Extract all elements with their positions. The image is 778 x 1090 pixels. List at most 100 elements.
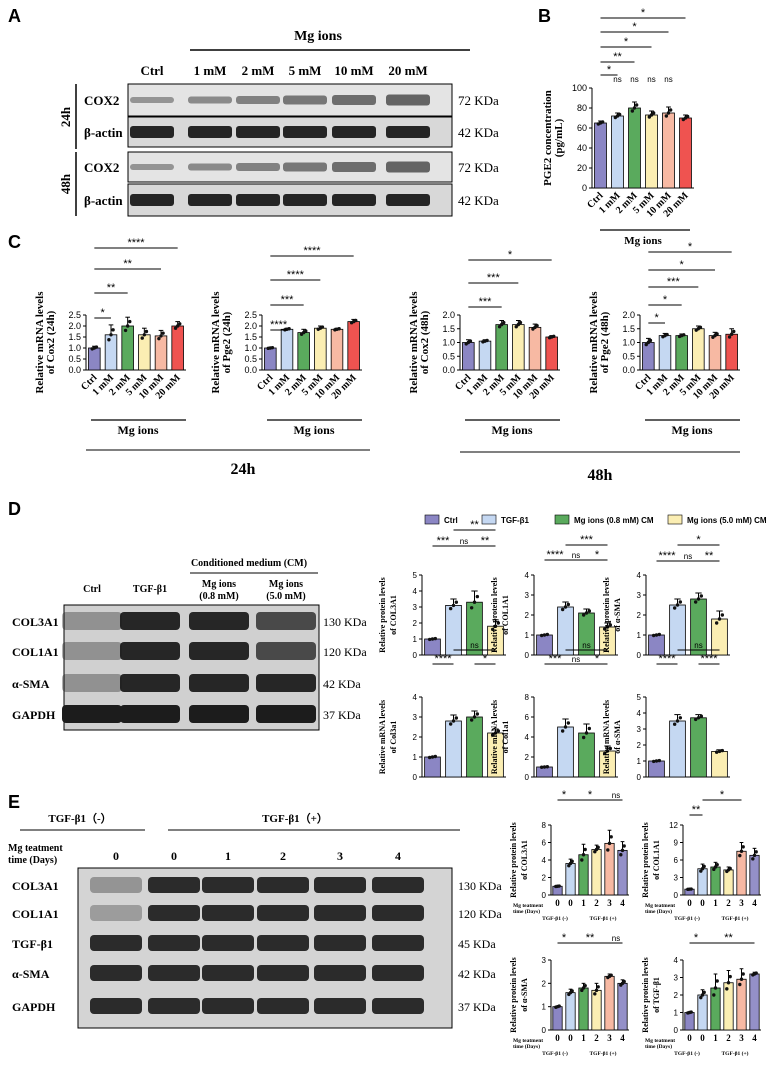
bar <box>617 849 628 896</box>
y-axis-title: Relative mRNA levels <box>34 291 46 394</box>
panel-a-blot: Mg ions Ctrl 1 mM 2 mM 5 mM 10 mM 20 mM COX2 72 … <box>58 29 499 217</box>
protein-band <box>257 998 309 1014</box>
significance-label: * <box>696 534 701 546</box>
significance-label: ns <box>647 75 655 84</box>
molecular-weight: 120 KDa <box>458 907 502 921</box>
significance-label: ** <box>613 51 622 63</box>
molecular-weight: 42 KDa <box>458 125 499 140</box>
significance-label: * <box>624 36 629 48</box>
data-point <box>175 324 180 328</box>
tgf-axis-label: TGF-β1 (-) <box>674 1050 700 1057</box>
y-tick-label: 0.0 <box>244 365 257 375</box>
significance-label: * <box>655 312 660 324</box>
significance-label: **** <box>546 549 564 561</box>
y-tick-label: 1 <box>637 757 642 766</box>
bar <box>611 115 624 189</box>
protein-name: COL3A1 <box>12 879 59 893</box>
bar <box>528 326 542 371</box>
day-tick-label: 4 <box>620 898 625 908</box>
y-tick-label: 4 <box>413 587 418 596</box>
bar <box>591 849 602 896</box>
data-point <box>539 633 544 638</box>
y-axis-title: Relative mRNA levels <box>490 700 499 774</box>
y-axis-subtitle: of α-SMA <box>520 978 529 1012</box>
molecular-weight: 120 KDa <box>323 645 367 659</box>
data-point <box>496 621 501 625</box>
data-point <box>605 749 610 753</box>
bar <box>642 342 655 371</box>
tgf-axis-label: TGF-β1 (-) <box>674 915 700 922</box>
data-point <box>159 334 163 338</box>
bar <box>684 1012 695 1031</box>
data-point <box>693 717 698 722</box>
y-axis-subtitle: of Cox2 (48h) <box>419 310 431 374</box>
data-point <box>741 972 745 976</box>
protein-band <box>120 642 180 660</box>
data-point <box>665 332 669 337</box>
data-point <box>496 729 501 733</box>
protein-name: COX2 <box>84 160 119 175</box>
data-point <box>570 989 574 993</box>
protein-band <box>62 705 122 723</box>
significance-label: ns <box>572 655 580 664</box>
data-point <box>738 853 742 858</box>
day-tick-label: 2 <box>726 1033 731 1043</box>
bar <box>445 605 462 656</box>
tgf-axis-label: TGF-β1 (-) <box>542 915 568 922</box>
protein-band <box>90 905 142 921</box>
y-tick-label: 0 <box>413 651 418 660</box>
molecular-weight: 37 KDa <box>323 708 361 722</box>
data-point <box>178 322 182 326</box>
data-point <box>644 342 648 347</box>
panel-d-chart: 0 1 2 3 4 5 Relative mRNA levels of α-SMA **** **… <box>602 641 730 782</box>
data-point <box>337 327 341 331</box>
y-tick-label: 1 <box>525 631 530 640</box>
day-tick-label: 0 <box>687 1033 692 1043</box>
bar <box>280 328 294 371</box>
data-point <box>596 845 600 850</box>
data-point <box>111 328 115 332</box>
data-point <box>596 985 600 989</box>
y-tick-label: 8 <box>525 693 530 702</box>
y-tick-label: 0.5 <box>68 354 81 364</box>
day-tick-label: 1 <box>581 1033 586 1043</box>
data-point <box>715 979 719 983</box>
y-axis-subtitle: of Pge2 (48h) <box>599 311 611 373</box>
bar <box>347 321 360 371</box>
data-point <box>490 627 495 632</box>
panel-d-blot: Ctrl TGF-β1 Mg ions (0.8 mM) CM Mg ions (5.… <box>12 514 767 731</box>
bar <box>557 726 574 778</box>
data-point <box>647 115 652 119</box>
molecular-weight: 130 KDa <box>323 615 367 629</box>
protein-name: α-SMA <box>12 677 50 691</box>
data-point <box>630 109 635 113</box>
data-point <box>542 633 547 637</box>
data-point <box>270 345 275 350</box>
data-point <box>602 627 607 631</box>
data-point <box>696 716 701 720</box>
bar <box>121 325 134 371</box>
data-point <box>557 1004 561 1008</box>
panel-label-b: B <box>538 6 551 26</box>
significance-label: * <box>562 932 567 944</box>
y-axis-title: Relative mRNA levels <box>588 291 600 394</box>
y-axis-subtitle: of COL3A1 <box>520 840 529 880</box>
bar <box>617 982 628 1031</box>
x-axis-title: Mg ions <box>293 423 334 437</box>
protein-band <box>202 877 254 893</box>
data-point <box>717 749 722 754</box>
protein-band <box>386 126 430 138</box>
bar <box>736 850 747 896</box>
group-label: Mg ions <box>294 29 342 44</box>
data-point <box>587 726 592 731</box>
y-tick-label: 9 <box>674 839 679 848</box>
significance-label: * <box>101 307 106 319</box>
y-tick-label: 1.0 <box>622 338 635 348</box>
significance-label: * <box>562 789 567 801</box>
data-point <box>654 633 659 637</box>
data-point <box>454 716 459 720</box>
y-axis-title: Relative mRNA levels <box>210 291 222 394</box>
data-point <box>535 324 539 328</box>
day-tick-label: 4 <box>620 1033 625 1043</box>
